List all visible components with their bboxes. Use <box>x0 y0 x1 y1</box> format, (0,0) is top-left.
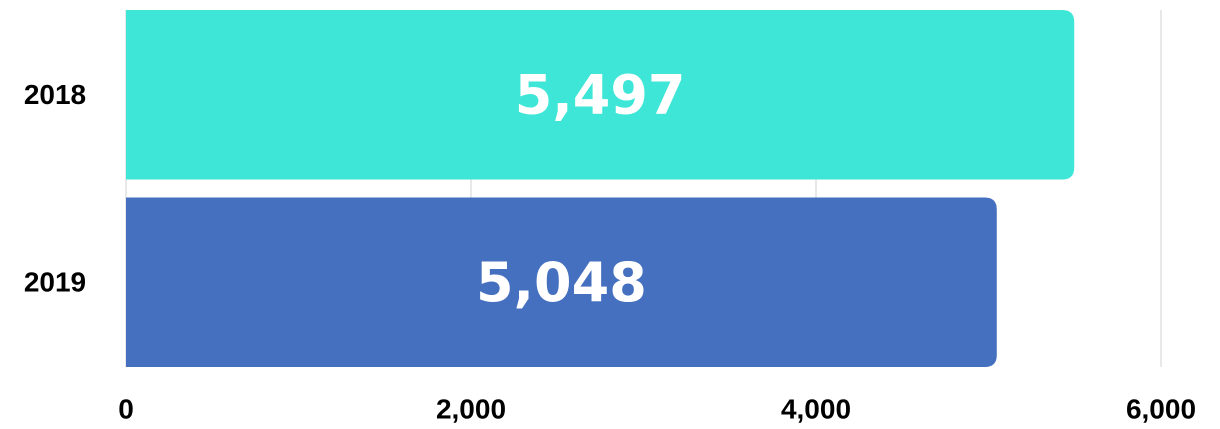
bar <box>126 10 1075 180</box>
x-tick-label: 6,000 <box>1126 393 1196 424</box>
bar <box>126 197 997 367</box>
data-label: 5,497 <box>515 63 686 126</box>
x-tick-label: 2,000 <box>436 393 506 424</box>
data-label: 5,048 <box>476 251 647 314</box>
y-tick-label: 2018 <box>24 79 86 110</box>
x-tick-label: 0 <box>118 393 134 424</box>
x-tick-label: 4,000 <box>781 393 851 424</box>
y-tick-label: 2019 <box>24 267 86 298</box>
